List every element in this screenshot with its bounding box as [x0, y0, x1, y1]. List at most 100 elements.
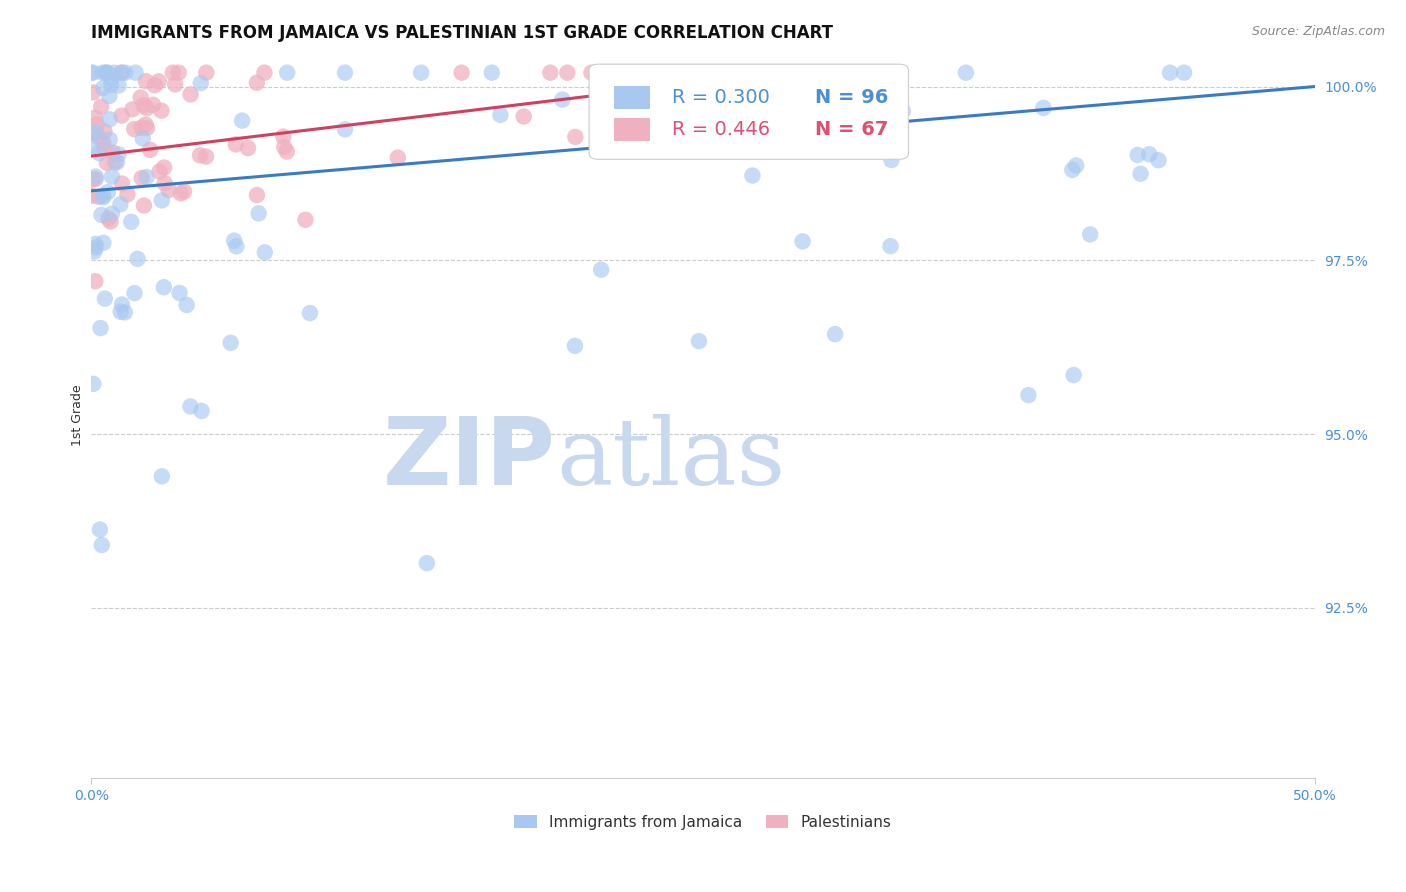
Point	[148, 164, 170, 178]
Point	[84, 111, 107, 125]
Point	[294, 212, 316, 227]
Point	[720, 65, 742, 79]
Point	[512, 110, 534, 124]
Point	[93, 235, 115, 250]
Point	[153, 280, 176, 294]
Point	[581, 65, 603, 79]
Point	[100, 214, 122, 228]
Point	[273, 129, 295, 144]
Point	[170, 186, 193, 201]
Point	[127, 252, 149, 266]
Point	[80, 127, 103, 141]
Point	[231, 113, 253, 128]
Point	[90, 208, 112, 222]
Point	[84, 240, 107, 254]
Point	[110, 305, 132, 319]
Point	[1129, 167, 1152, 181]
Point	[94, 292, 117, 306]
Text: IMMIGRANTS FROM JAMAICA VS PALESTINIAN 1ST GRADE CORRELATION CHART: IMMIGRANTS FROM JAMAICA VS PALESTINIAN 1…	[91, 24, 834, 42]
Point	[132, 198, 155, 212]
Point	[111, 65, 134, 79]
Point	[107, 78, 129, 93]
Point	[94, 143, 117, 157]
Point	[276, 65, 298, 79]
Point	[273, 140, 295, 154]
Point	[121, 103, 143, 117]
Point	[120, 215, 142, 229]
Point	[84, 172, 107, 186]
Text: Source: ZipAtlas.com: Source: ZipAtlas.com	[1251, 25, 1385, 38]
Point	[100, 78, 122, 92]
Point	[792, 235, 814, 249]
Point	[142, 97, 165, 112]
Point	[150, 469, 173, 483]
Point	[824, 327, 846, 342]
Point	[1137, 147, 1160, 161]
Point	[80, 65, 103, 79]
Point	[165, 78, 187, 92]
Point	[167, 65, 190, 79]
Point	[135, 118, 157, 132]
Point	[135, 169, 157, 184]
Point	[111, 109, 134, 123]
Point	[110, 65, 132, 79]
Point	[104, 155, 127, 169]
Point	[101, 207, 124, 221]
Point	[148, 74, 170, 88]
Point	[87, 190, 110, 204]
Point	[111, 177, 134, 191]
Point	[564, 339, 586, 353]
Point	[253, 65, 276, 79]
Point	[129, 120, 152, 135]
Legend: Immigrants from Jamaica, Palestinians: Immigrants from Jamaica, Palestinians	[508, 809, 897, 836]
Point	[110, 197, 132, 211]
Point	[955, 65, 977, 79]
Point	[246, 188, 269, 202]
Point	[489, 108, 512, 122]
Point	[741, 169, 763, 183]
Point	[107, 147, 129, 161]
FancyBboxPatch shape	[589, 64, 908, 160]
Point	[97, 211, 120, 226]
Point	[100, 71, 122, 86]
Point	[139, 143, 162, 157]
Point	[135, 74, 157, 88]
Point	[688, 334, 710, 348]
Point	[1147, 153, 1170, 168]
Point	[551, 93, 574, 107]
Point	[416, 556, 439, 570]
Point	[150, 103, 173, 118]
Point	[481, 65, 503, 79]
Point	[131, 171, 153, 186]
Point	[84, 169, 107, 184]
Point	[190, 76, 212, 90]
Point	[97, 185, 120, 199]
Point	[91, 65, 114, 79]
Point	[98, 89, 121, 103]
Point	[176, 298, 198, 312]
Point	[98, 132, 121, 146]
Point	[82, 172, 104, 186]
Point	[1017, 388, 1039, 402]
Text: N = 67: N = 67	[815, 120, 889, 139]
Point	[179, 400, 201, 414]
Point	[247, 206, 270, 220]
Point	[132, 98, 155, 112]
Point	[82, 65, 104, 79]
Point	[132, 131, 155, 145]
Point	[87, 146, 110, 161]
Point	[91, 188, 114, 202]
Point	[111, 297, 134, 311]
Point	[101, 145, 124, 160]
Point	[1159, 65, 1181, 79]
Point	[411, 65, 433, 79]
Point	[333, 65, 356, 79]
Point	[153, 161, 176, 175]
Point	[173, 185, 195, 199]
Point	[169, 285, 191, 300]
Point	[84, 274, 107, 288]
Point	[129, 90, 152, 104]
Point	[135, 101, 157, 115]
Point	[124, 286, 146, 301]
Point	[1173, 65, 1195, 79]
